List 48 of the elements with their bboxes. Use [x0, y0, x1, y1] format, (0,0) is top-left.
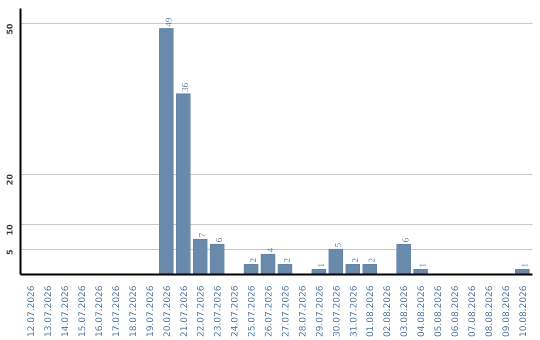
data-label: 1	[519, 262, 530, 268]
x-tick-label: 02.08.2026	[383, 285, 394, 338]
x-tick-label: 08.08.2026	[484, 285, 495, 338]
x-tick-label: 19.07.2026	[146, 285, 156, 338]
data-label: 6	[400, 237, 411, 242]
data-label: 5	[332, 242, 343, 248]
x-tick-label: 15.07.2026	[78, 285, 88, 338]
data-label: 7	[197, 232, 208, 238]
y-tick-label: 5	[6, 248, 14, 255]
data-label: 2	[282, 258, 292, 262]
x-tick-label: 28.07.2026	[298, 285, 308, 338]
x-tick-label: 05.08.2026	[434, 285, 444, 338]
x-tick-label: 27.07.2026	[281, 285, 292, 338]
x-tick-label: 17.07.2026	[112, 285, 122, 338]
x-tick-label: 18.07.2026	[128, 285, 139, 338]
x-tick-label: 06.08.2026	[451, 285, 462, 338]
data-label: 36	[180, 82, 190, 92]
x-tick-label: 26.07.2026	[264, 285, 275, 338]
x-tick-label: 14.07.2026	[61, 285, 72, 338]
x-tick-label: 04.08.2026	[417, 285, 428, 338]
x-tick-label: 16.07.2026	[94, 285, 105, 338]
x-tick-label: 24.07.2026	[230, 285, 241, 338]
x-tick-label: 21.07.2026	[180, 285, 190, 338]
x-tick-label: 30.07.2026	[332, 285, 342, 338]
data-label: 2	[248, 258, 258, 262]
data-label: 1	[316, 262, 326, 268]
y-tick-label: 10	[6, 224, 14, 236]
x-tick-label: 23.07.2026	[214, 285, 224, 338]
data-label: 2	[350, 258, 360, 262]
data-label: 1	[418, 262, 428, 268]
x-tick-label: 09.08.2026	[502, 285, 512, 338]
x-tick-label: 01.08.2026	[366, 285, 376, 338]
data-label: 2	[366, 258, 377, 262]
x-tick-label: 07.08.2026	[468, 285, 478, 338]
x-tick-label: 31.07.2026	[349, 285, 360, 338]
x-tick-label: 22.07.2026	[196, 285, 207, 338]
data-label: 4	[265, 247, 276, 252]
data-label: 6	[214, 237, 224, 242]
data-label: 49	[163, 17, 174, 27]
x-tick-label: 03.08.2026	[400, 285, 410, 338]
y-tick-label: 20	[6, 174, 14, 186]
x-tick-label: 13.07.2026	[44, 285, 54, 338]
x-tick-label: 25.07.2026	[248, 285, 258, 338]
x-tick-label: 29.07.2026	[315, 285, 326, 338]
x-tick-label: 12.07.2026	[27, 285, 38, 338]
y-tick-label: 50	[6, 23, 14, 35]
x-tick-label: 10.08.2026	[518, 285, 529, 338]
x-tick-label: 20.07.2026	[162, 285, 173, 338]
